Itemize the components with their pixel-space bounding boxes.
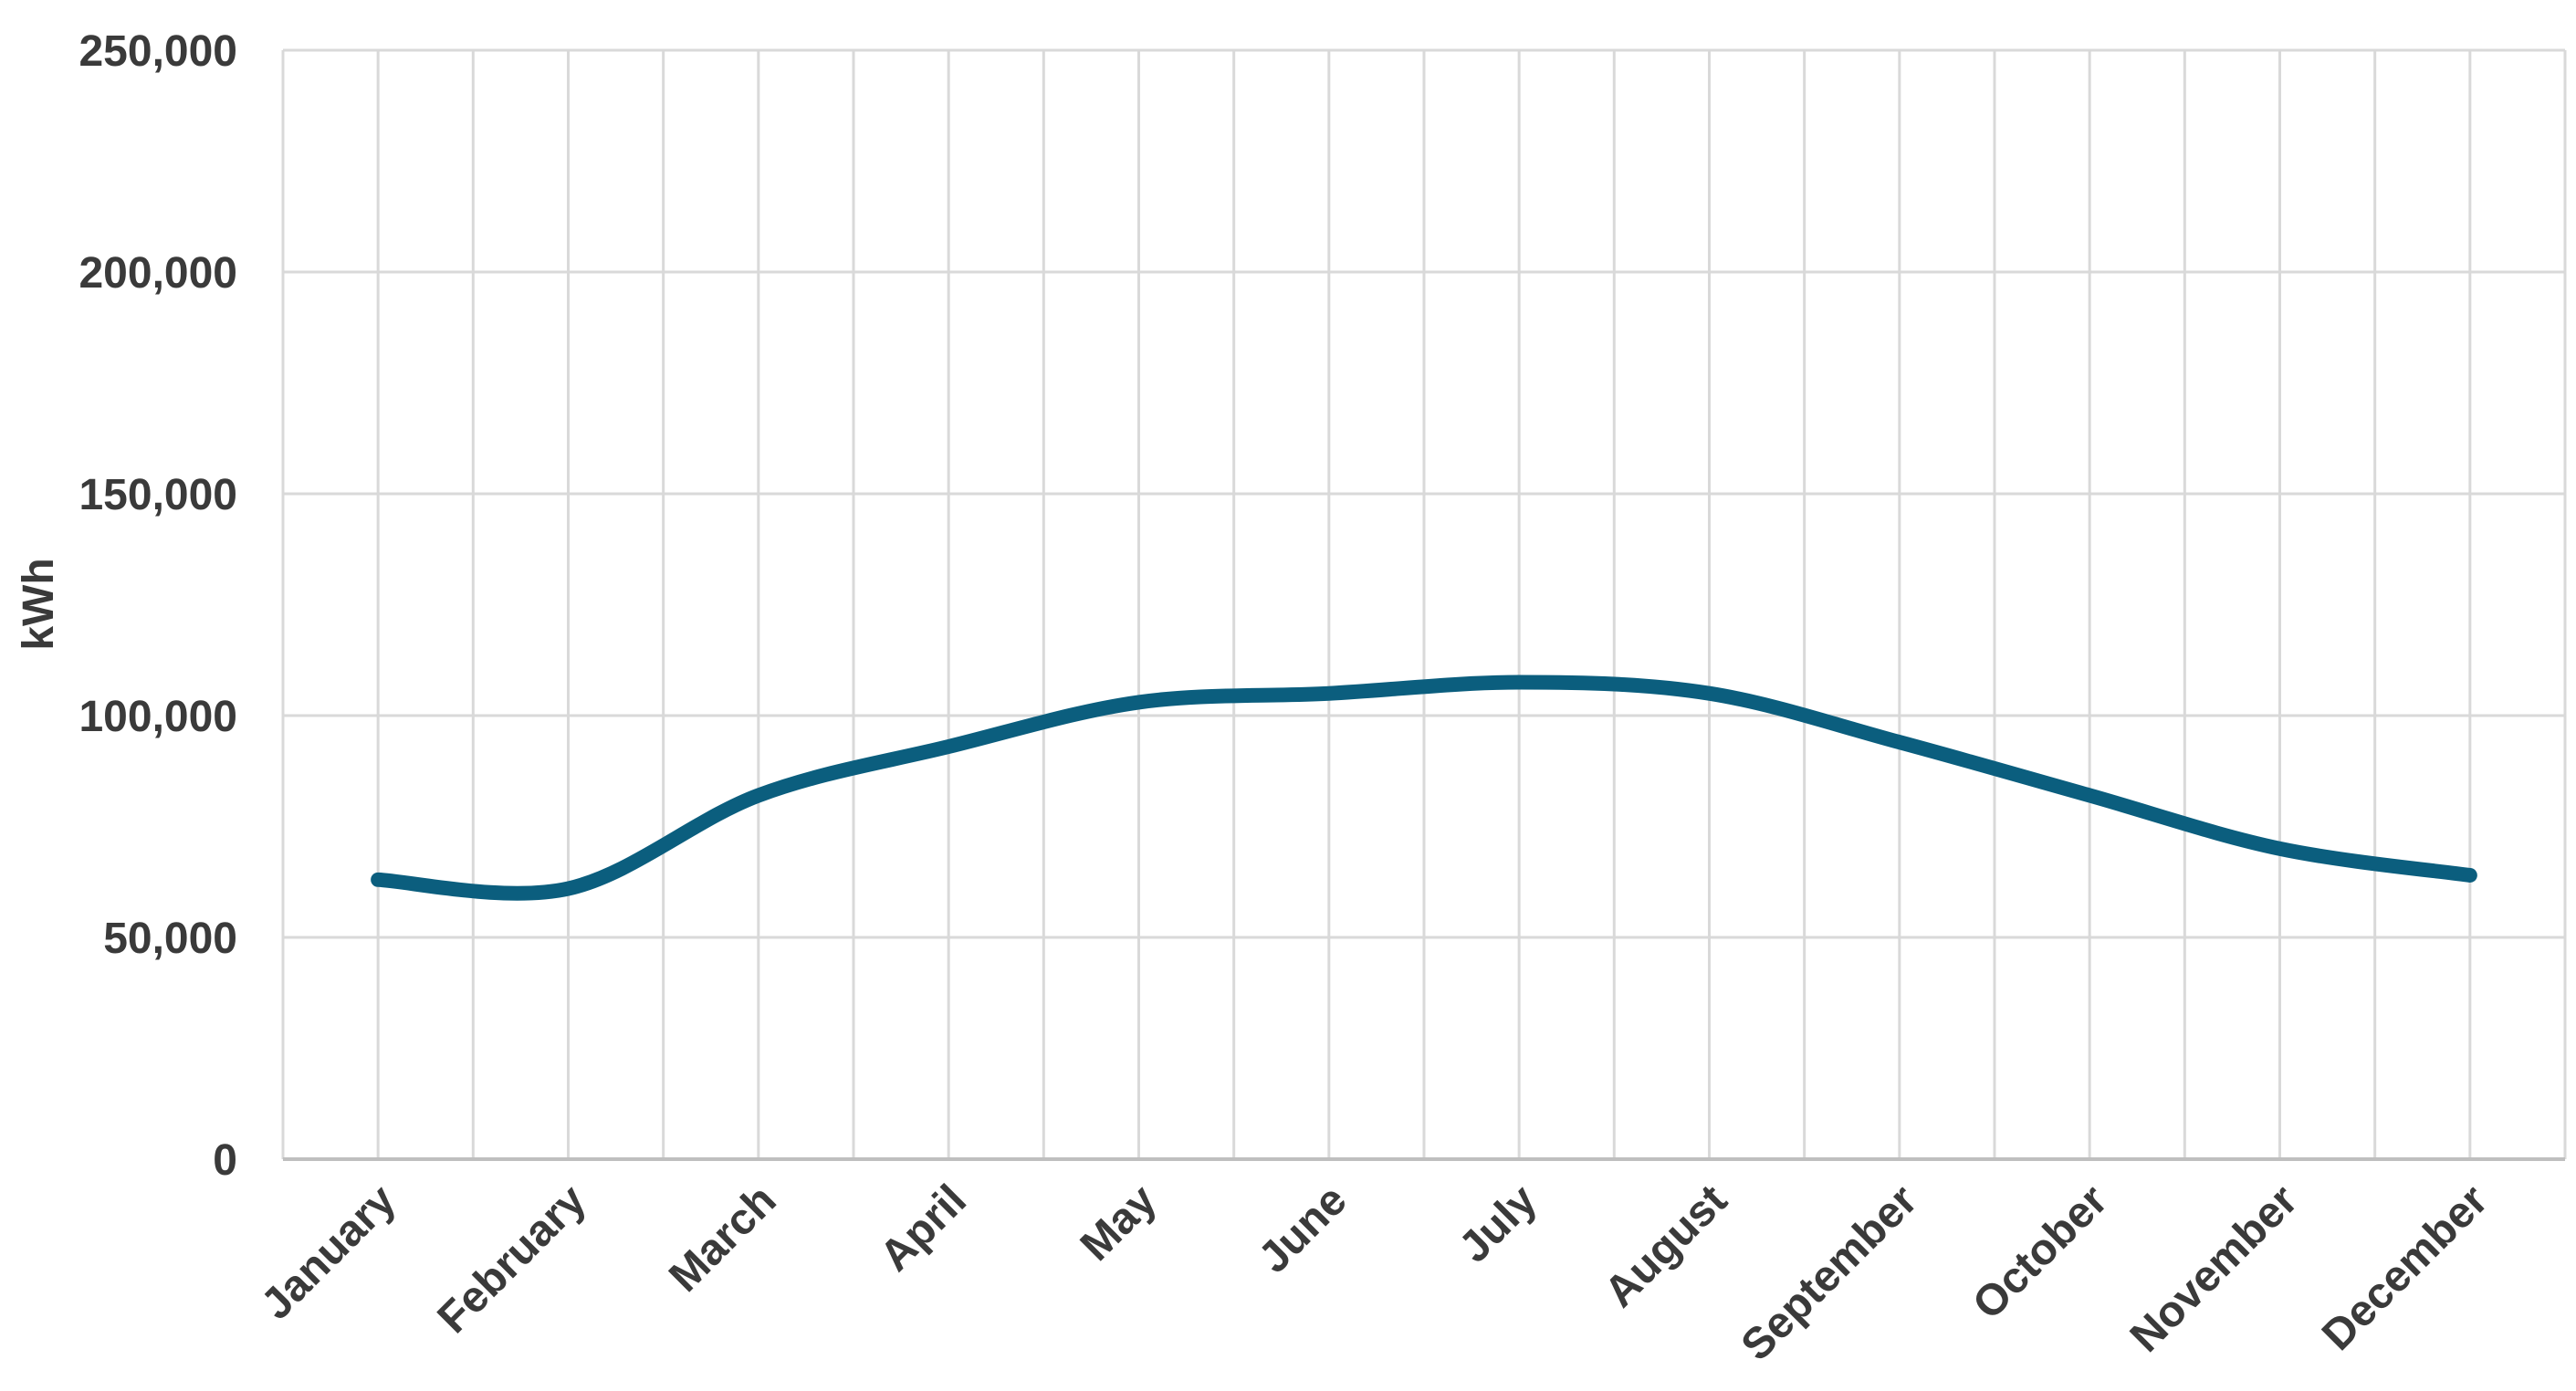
y-tick-labels: 0 50,000 100,000 150,000 200,000 250,000 <box>79 27 237 1185</box>
data-point <box>2463 868 2477 883</box>
data-point <box>941 739 956 754</box>
y-tick-label: 100,000 <box>79 693 237 741</box>
x-tick-label: August <box>1596 1176 1736 1316</box>
data-point <box>751 788 766 802</box>
series-line <box>371 675 2477 901</box>
data-point <box>561 882 576 896</box>
gridlines <box>281 48 2567 1159</box>
x-tick-label: March <box>660 1176 785 1301</box>
x-tick-label: June <box>1250 1176 1356 1282</box>
series-layer <box>371 675 2477 901</box>
x-tick-label: December <box>2313 1176 2497 1360</box>
data-point <box>2082 788 2097 802</box>
x-tick-label: May <box>1072 1176 1167 1271</box>
x-tick-label: July <box>1450 1176 1547 1272</box>
x-tick-label: September <box>1733 1176 1927 1370</box>
y-tick-label: 200,000 <box>79 249 237 298</box>
x-tick-label: October <box>1963 1176 2117 1329</box>
y-tick-label: 0 <box>213 1136 237 1185</box>
data-point <box>1132 695 1147 709</box>
x-tick-label: February <box>429 1176 596 1343</box>
data-point <box>1702 686 1717 701</box>
x-tick-label: January <box>252 1176 405 1329</box>
y-tick-label: 150,000 <box>79 471 237 519</box>
data-point <box>1892 735 1907 749</box>
data-point <box>1322 686 1336 701</box>
y-tick-label: 250,000 <box>79 27 237 76</box>
y-axis-title: kWh <box>15 558 63 650</box>
data-point <box>371 873 385 887</box>
x-tick-label: April <box>871 1176 976 1281</box>
data-point <box>1512 675 1526 690</box>
data-point <box>2273 842 2288 856</box>
y-tick-label: 50,000 <box>103 915 237 963</box>
x-tick-label: November <box>2121 1176 2307 1361</box>
x-tick-labels: January February March April May June July Augu… <box>252 1176 2497 1370</box>
